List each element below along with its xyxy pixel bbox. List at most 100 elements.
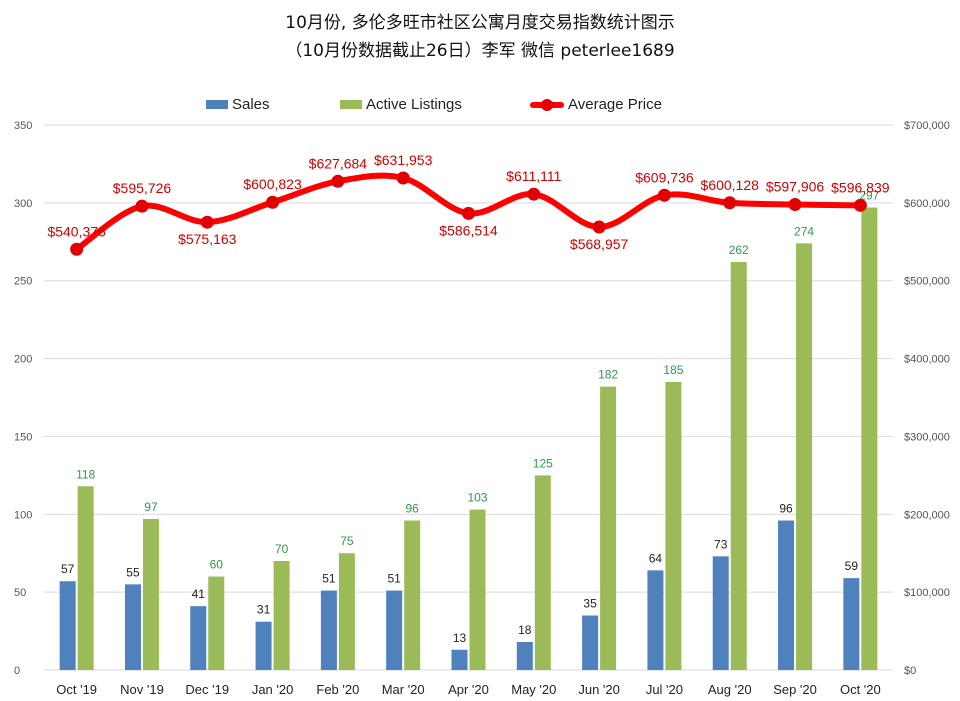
active-listings-bar — [208, 576, 225, 670]
active-listings-bar — [273, 561, 290, 670]
sales-data-label: 57 — [61, 562, 75, 576]
sales-bar — [647, 570, 664, 670]
sales-data-label: 51 — [388, 572, 402, 586]
average-price-point — [657, 188, 671, 202]
left-axis-tick-label: 0 — [14, 665, 20, 677]
legend-item-average-price: Average Price — [530, 96, 662, 113]
sales-bar — [582, 615, 599, 670]
sales-bar — [712, 556, 729, 670]
average-price-point — [70, 242, 84, 256]
left-axis-tick-label: 50 — [14, 587, 26, 599]
average-price-point — [266, 195, 280, 209]
sales-data-label: 31 — [257, 603, 271, 617]
x-axis-tick-label: Mar '20 — [382, 682, 425, 697]
left-axis-tick-label: 350 — [14, 120, 32, 132]
right-axis-tick-label: $200,000 — [904, 509, 950, 521]
active-listings-data-label: 118 — [76, 467, 95, 481]
left-axis-tick-label: 100 — [14, 509, 32, 521]
sales-data-label: 13 — [453, 631, 467, 645]
active-listings-data-label: 60 — [210, 558, 224, 572]
active-listings-bar — [469, 509, 486, 670]
average-price-data-label: $595,726 — [113, 180, 172, 196]
x-axis-tick-label: Jul '20 — [646, 682, 683, 697]
sales-bar — [778, 520, 795, 670]
x-axis-tick-label: Oct '20 — [840, 682, 881, 697]
x-axis-tick-label: Sep '20 — [773, 682, 817, 697]
legend-label-active-listings: Active Listings — [366, 96, 462, 113]
average-price-point — [853, 198, 867, 212]
active-listings-bar — [404, 520, 421, 670]
active-listings-bar — [600, 386, 617, 670]
active-listings-data-label: 97 — [144, 500, 158, 514]
active-listings-data-label: 125 — [533, 456, 553, 470]
average-price-data-label: $600,823 — [243, 176, 302, 192]
average-price-data-label: $627,684 — [309, 155, 368, 171]
active-listings-data-label: 103 — [467, 491, 487, 505]
active-listings-bar — [730, 262, 747, 670]
x-axis-tick-label: Apr '20 — [448, 682, 489, 697]
chart-title: 10月份, 多伦多旺市社区公寓月度交易指数统计图示 — [285, 13, 675, 33]
sales-data-label: 73 — [714, 537, 728, 551]
sales-data-label: 18 — [518, 623, 532, 637]
left-axis-tick-label: 250 — [14, 276, 32, 288]
legend-label-sales: Sales — [232, 96, 270, 113]
right-axis-tick-label: $300,000 — [904, 431, 950, 443]
average-price-data-label: $568,957 — [570, 236, 629, 252]
right-axis-tick-label: $700,000 — [904, 120, 950, 132]
sales-bar — [190, 606, 207, 670]
sales-data-label: 35 — [583, 597, 597, 611]
x-axis-tick-label: Dec '19 — [185, 682, 229, 697]
sales-data-label: 41 — [192, 587, 206, 601]
legend: Sales Active Listings Average Price — [0, 96, 960, 118]
x-axis-tick-label: Nov '19 — [120, 682, 164, 697]
average-price-data-label: $586,514 — [439, 222, 498, 238]
sales-bar — [59, 581, 76, 670]
sales-bar — [516, 641, 533, 670]
legend-item-sales: Sales — [206, 96, 270, 113]
left-axis-tick-label: 300 — [14, 198, 32, 210]
right-axis-tick-label: $400,000 — [904, 354, 950, 366]
average-price-point — [462, 206, 475, 220]
x-axis-tick-label: Jun '20 — [578, 682, 620, 697]
sales-bar — [255, 621, 272, 670]
average-price-point — [396, 171, 410, 185]
right-axis-tick-label: $0 — [904, 665, 916, 677]
active-listings-data-label: 262 — [729, 243, 749, 257]
chart-subtitle: （10月份数据截止26日）李军 微信 peterlee1689 — [285, 41, 675, 61]
sales-data-label: 55 — [126, 565, 140, 579]
sales-bar — [320, 590, 337, 670]
average-price-data-label: $597,906 — [766, 178, 825, 194]
x-axis-tick-label: May '20 — [511, 682, 556, 697]
legend-swatch-average-price — [530, 98, 564, 111]
average-price-point — [331, 174, 345, 188]
right-axis-tick-label: $600,000 — [904, 198, 950, 210]
sales-bar — [386, 590, 403, 670]
active-listings-data-label: 185 — [663, 363, 683, 377]
active-listings-bar — [665, 381, 682, 670]
average-price-data-label: $609,736 — [635, 169, 694, 185]
active-listings-bar — [142, 518, 159, 670]
average-price-point — [527, 187, 541, 201]
active-listings-bar — [534, 475, 551, 670]
average-price-data-label: $540,376 — [47, 223, 106, 239]
active-listings-bar — [796, 243, 813, 671]
sales-bar — [843, 578, 860, 670]
sales-bar — [451, 649, 468, 670]
average-price-data-label: $596,839 — [831, 179, 890, 195]
x-axis-tick-label: Feb '20 — [316, 682, 359, 697]
active-listings-bar — [77, 486, 94, 670]
sales-data-label: 64 — [649, 551, 663, 565]
left-axis-tick-label: 150 — [14, 431, 32, 443]
x-axis-tick-label: Aug '20 — [708, 682, 752, 697]
average-price-data-label: $575,163 — [178, 231, 237, 247]
average-price-point — [592, 220, 606, 234]
average-price-point — [200, 215, 214, 229]
active-listings-data-label: 274 — [794, 224, 814, 238]
average-price-data-label: $600,128 — [701, 177, 760, 193]
right-axis-tick-label: $500,000 — [904, 276, 950, 288]
average-price-data-label: $611,111 — [506, 168, 561, 184]
legend-swatch-sales — [206, 100, 228, 109]
left-axis-tick-label: 200 — [14, 354, 32, 366]
sales-bar — [124, 584, 141, 670]
